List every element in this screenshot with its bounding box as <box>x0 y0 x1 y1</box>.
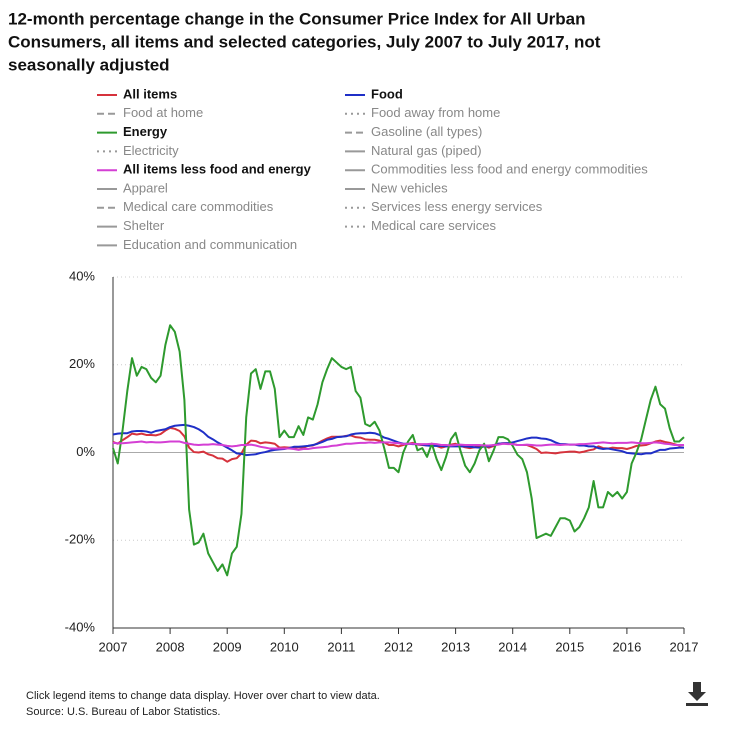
chart-title: 12-month percentage change in the Consum… <box>8 9 586 28</box>
x-tick-label: 2011 <box>327 639 355 654</box>
series-line <box>112 423 684 457</box>
legend-label[interactable]: Food <box>371 86 403 101</box>
legend-label[interactable]: New vehicles <box>371 180 448 195</box>
x-tick-label: 2013 <box>441 639 470 654</box>
series-line <box>112 426 685 463</box>
x-tick-label: 2016 <box>612 639 641 654</box>
x-tick-label: 2008 <box>156 639 185 654</box>
chart-title: Consumers, all items and selected catego… <box>8 32 601 51</box>
x-tick-label: 2015 <box>555 639 584 654</box>
x-tick-label: 2007 <box>99 639 128 654</box>
icon-arrow[interactable] <box>688 682 706 701</box>
x-tick-label: 2014 <box>498 639 527 654</box>
legend-label[interactable]: Medical care services <box>371 218 496 233</box>
legend-label[interactable]: Gasoline (all types) <box>371 124 482 139</box>
legend-label[interactable]: Commodities less food and energy commodi… <box>371 162 648 177</box>
legend-label[interactable]: Medical care commodities <box>123 199 274 214</box>
legend-label[interactable]: Food away from home <box>371 105 500 120</box>
x-tick-label: 2009 <box>213 639 242 654</box>
legend-label[interactable]: Shelter <box>123 218 165 233</box>
download-icon[interactable] <box>686 682 708 706</box>
series-line <box>112 324 685 577</box>
series-line <box>112 440 684 451</box>
x-tick-label: 2017 <box>670 639 699 654</box>
legend-label[interactable]: Food at home <box>123 105 203 120</box>
y-tick-label: 40% <box>69 268 95 283</box>
legend-label[interactable]: Natural gas (piped) <box>371 143 482 158</box>
y-tick-label: 20% <box>69 356 95 371</box>
y-tick-label: 0% <box>76 444 95 459</box>
legend-label[interactable]: Education and communication <box>123 237 297 252</box>
chart-title: seasonally adjusted <box>8 55 170 74</box>
legend-label[interactable]: All items less food and energy <box>123 162 312 177</box>
legend-label[interactable]: All items <box>123 86 177 101</box>
legend-label[interactable]: Energy <box>123 124 168 139</box>
y-tick-label: -40% <box>65 619 96 634</box>
icon-base[interactable] <box>686 703 708 706</box>
x-tick-label: 2010 <box>270 639 299 654</box>
legend-label[interactable]: Electricity <box>123 143 179 158</box>
y-tick-label: -20% <box>65 532 96 547</box>
legend-label[interactable]: Services less energy services <box>371 199 543 214</box>
x-tick-label: 2012 <box>384 639 413 654</box>
legend-label[interactable]: Apparel <box>123 180 168 195</box>
note: Click legend items to change data displa… <box>26 690 380 702</box>
source: Source: U.S. Bureau of Labor Statistics. <box>26 706 220 718</box>
